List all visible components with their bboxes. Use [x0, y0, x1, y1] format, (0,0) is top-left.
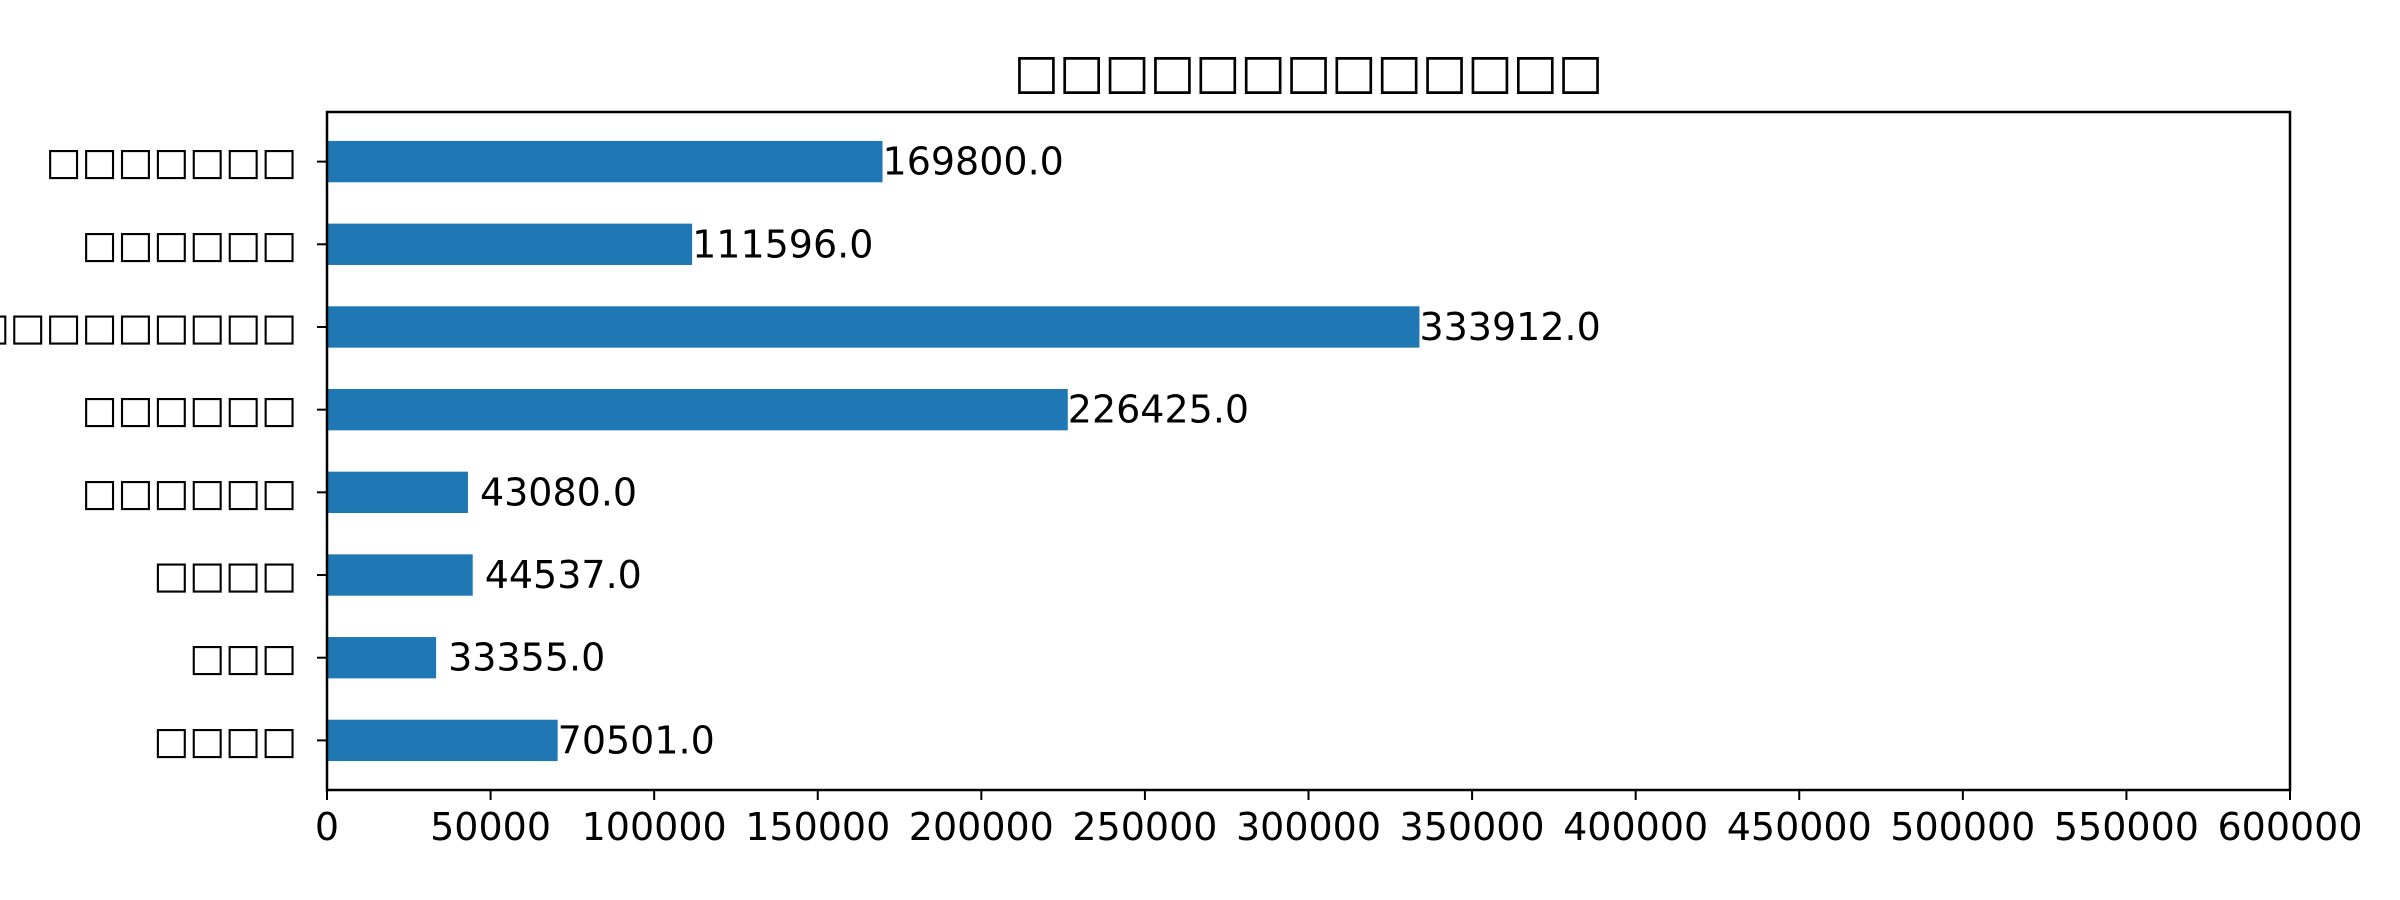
- bar-value-label: 44537.0: [485, 553, 642, 597]
- x-tick-label: 250000: [1072, 805, 1217, 849]
- y-tick-label: □□□: [189, 636, 297, 680]
- x-tick-label: 150000: [745, 805, 890, 849]
- x-tick-label: 100000: [582, 805, 727, 849]
- y-tick-label: □□□□□□□: [46, 140, 297, 184]
- x-tick-label: 500000: [1890, 805, 2035, 849]
- bar-value-label: 111596.0: [692, 222, 873, 266]
- y-tick-label: □□□□□□: [82, 222, 297, 266]
- bar: [327, 306, 1420, 348]
- x-tick-label: 400000: [1563, 805, 1708, 849]
- y-tick-label: □□□□: [153, 553, 297, 597]
- value-labels-layer: 70501.0 33355.0 44537.0 43080.0 226425.0 3339…: [448, 140, 1601, 763]
- bar: [327, 388, 1068, 431]
- y-tick-label: □□□□□□□□□□□: [0, 305, 297, 349]
- x-tick-label: 200000: [909, 805, 1054, 849]
- bar-value-label: 70501.0: [558, 718, 715, 762]
- bar: [327, 719, 558, 762]
- x-tick-label: 300000: [1236, 805, 1381, 849]
- y-tick-label: □□□□□□: [82, 470, 297, 514]
- x-tick-label: 50000: [430, 805, 551, 849]
- bar: [327, 554, 473, 596]
- x-tick-label: 550000: [2054, 805, 2199, 849]
- bar-value-label: 169800.0: [883, 140, 1064, 184]
- chart-title: □□□□□□□□□□□□□: [1014, 44, 1604, 100]
- x-axis: 0 50000 100000 150000 200000 250000 300000 3500…: [315, 790, 2363, 849]
- y-tick-label: □□□□: [153, 718, 297, 762]
- y-tick-label: □□□□□□: [82, 388, 297, 432]
- bar: [327, 471, 468, 514]
- bar-value-label: 33355.0: [448, 636, 605, 680]
- x-tick-label: 350000: [1400, 805, 1545, 849]
- bar-value-label: 43080.0: [480, 470, 637, 514]
- bar: [327, 140, 883, 183]
- bars-layer: [327, 140, 1420, 762]
- plot-frame: [325, 110, 2292, 792]
- x-tick-label: 450000: [1727, 805, 1872, 849]
- bar-value-label: 333912.0: [1419, 305, 1600, 349]
- bar: [327, 637, 437, 679]
- x-tick-label: 0: [315, 805, 339, 849]
- bar-value-label: 226425.0: [1068, 388, 1249, 432]
- x-tick-label: 600000: [2217, 805, 2362, 849]
- bar: [327, 223, 693, 265]
- y-axis: □□□□□□□□□□□□□□□□□□□□□□□ □□□□□□□□□□□□□□□□□…: [0, 140, 327, 762]
